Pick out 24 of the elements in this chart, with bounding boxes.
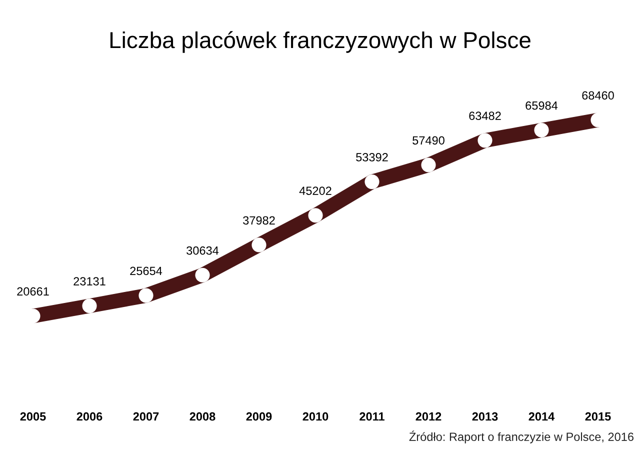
- x-tick-label: 2008: [190, 412, 216, 421]
- data-label: 68460: [582, 91, 614, 100]
- x-tick-label: 2013: [472, 412, 498, 421]
- data-label: 65984: [526, 101, 558, 110]
- text: Źródło: Raport o franczyzie w Polsce, 2016: [409, 430, 634, 444]
- chart-title: Liczba placówek franczyzowych w Polsce: [110, 31, 530, 53]
- data-label: 20661: [17, 287, 49, 296]
- x-tick-label: 2009: [246, 412, 272, 421]
- x-tick-label: 2005: [20, 412, 46, 421]
- data-label: 23131: [74, 277, 106, 286]
- data-label: 37982: [243, 216, 275, 225]
- x-tick-label: 2011: [360, 412, 384, 421]
- data-label: 45202: [299, 186, 332, 195]
- x-tick-label: 2014: [528, 412, 555, 421]
- x-tick-label: 2012: [416, 412, 442, 421]
- data-label: 30634: [186, 246, 219, 255]
- data-label: 25654: [130, 266, 162, 276]
- data-label: 53392: [356, 153, 388, 162]
- x-tick-label: 2006: [76, 412, 102, 421]
- data-label: 57490: [412, 136, 444, 145]
- x-tick-label: 2007: [133, 412, 159, 421]
- data-label: 63482: [469, 112, 501, 120]
- x-tick-label: 2010: [302, 412, 328, 421]
- x-tick-label: 2015: [585, 412, 611, 421]
